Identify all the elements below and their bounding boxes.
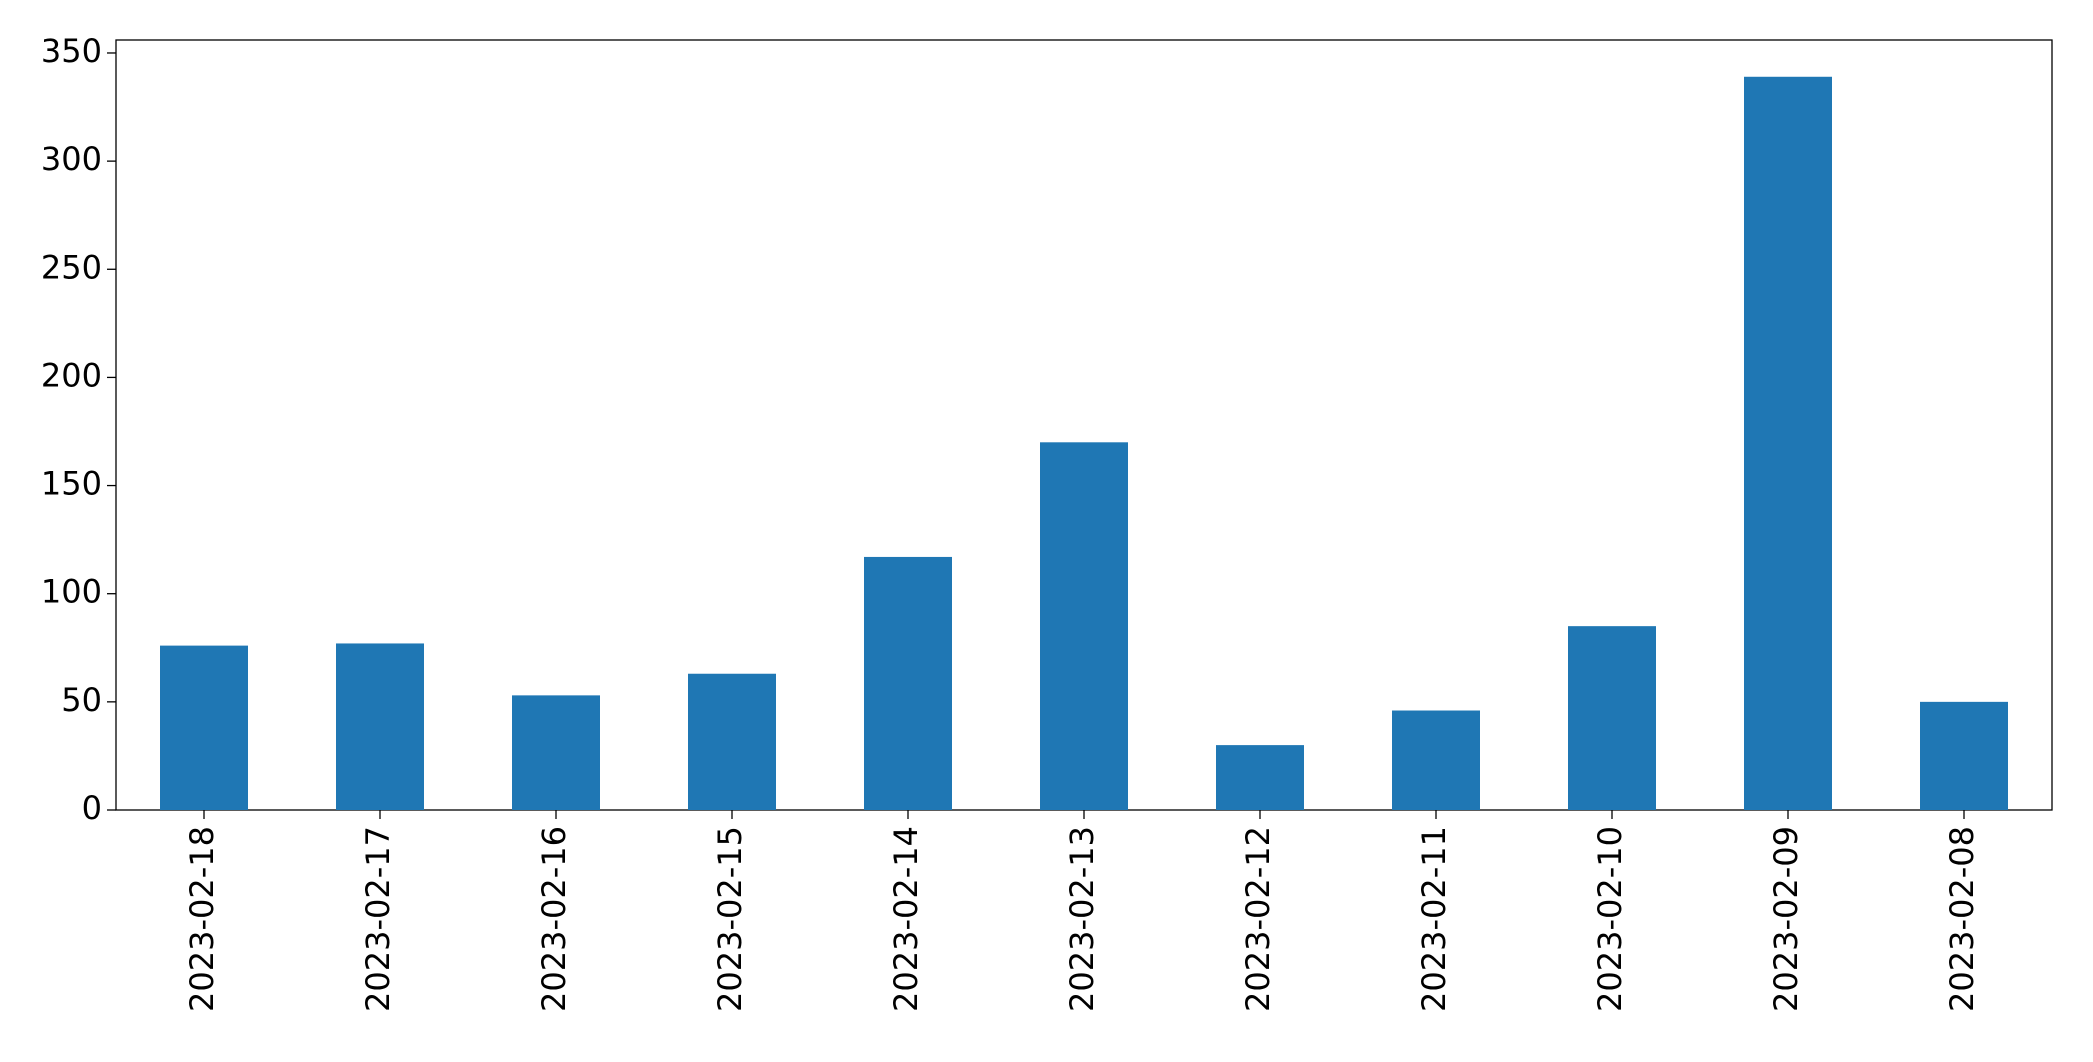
- y-tick-label: 350: [41, 32, 102, 70]
- x-tick-label: 2023-02-12: [1239, 826, 1277, 1012]
- bar: [512, 695, 600, 810]
- bar: [1040, 442, 1128, 810]
- x-tick-label: 2023-02-18: [183, 826, 221, 1012]
- bar: [688, 673, 776, 810]
- y-tick-label: 200: [41, 356, 102, 394]
- y-tick-label: 0: [82, 789, 102, 827]
- x-tick-label: 2023-02-17: [359, 826, 397, 1012]
- x-tick-label: 2023-02-13: [1063, 826, 1101, 1012]
- y-tick-label: 250: [41, 248, 102, 286]
- y-tick-label: 150: [41, 465, 102, 503]
- bar: [1392, 710, 1480, 810]
- bar: [1216, 745, 1304, 810]
- bar: [1920, 701, 2008, 810]
- x-tick-label: 2023-02-08: [1943, 826, 1981, 1012]
- x-tick-label: 2023-02-14: [887, 826, 925, 1012]
- y-tick-label: 50: [61, 681, 102, 719]
- bar: [1568, 626, 1656, 810]
- bar: [160, 645, 248, 810]
- x-tick-label: 2023-02-11: [1415, 826, 1453, 1012]
- x-tick-label: 2023-02-15: [711, 826, 749, 1012]
- bar: [336, 643, 424, 810]
- x-tick-label: 2023-02-10: [1591, 826, 1629, 1012]
- x-tick-label: 2023-02-16: [535, 826, 573, 1012]
- bar: [1744, 76, 1832, 811]
- x-tick-label: 2023-02-09: [1767, 826, 1805, 1012]
- y-tick-label: 100: [41, 573, 102, 611]
- bar: [864, 556, 952, 810]
- y-tick-label: 300: [41, 140, 102, 178]
